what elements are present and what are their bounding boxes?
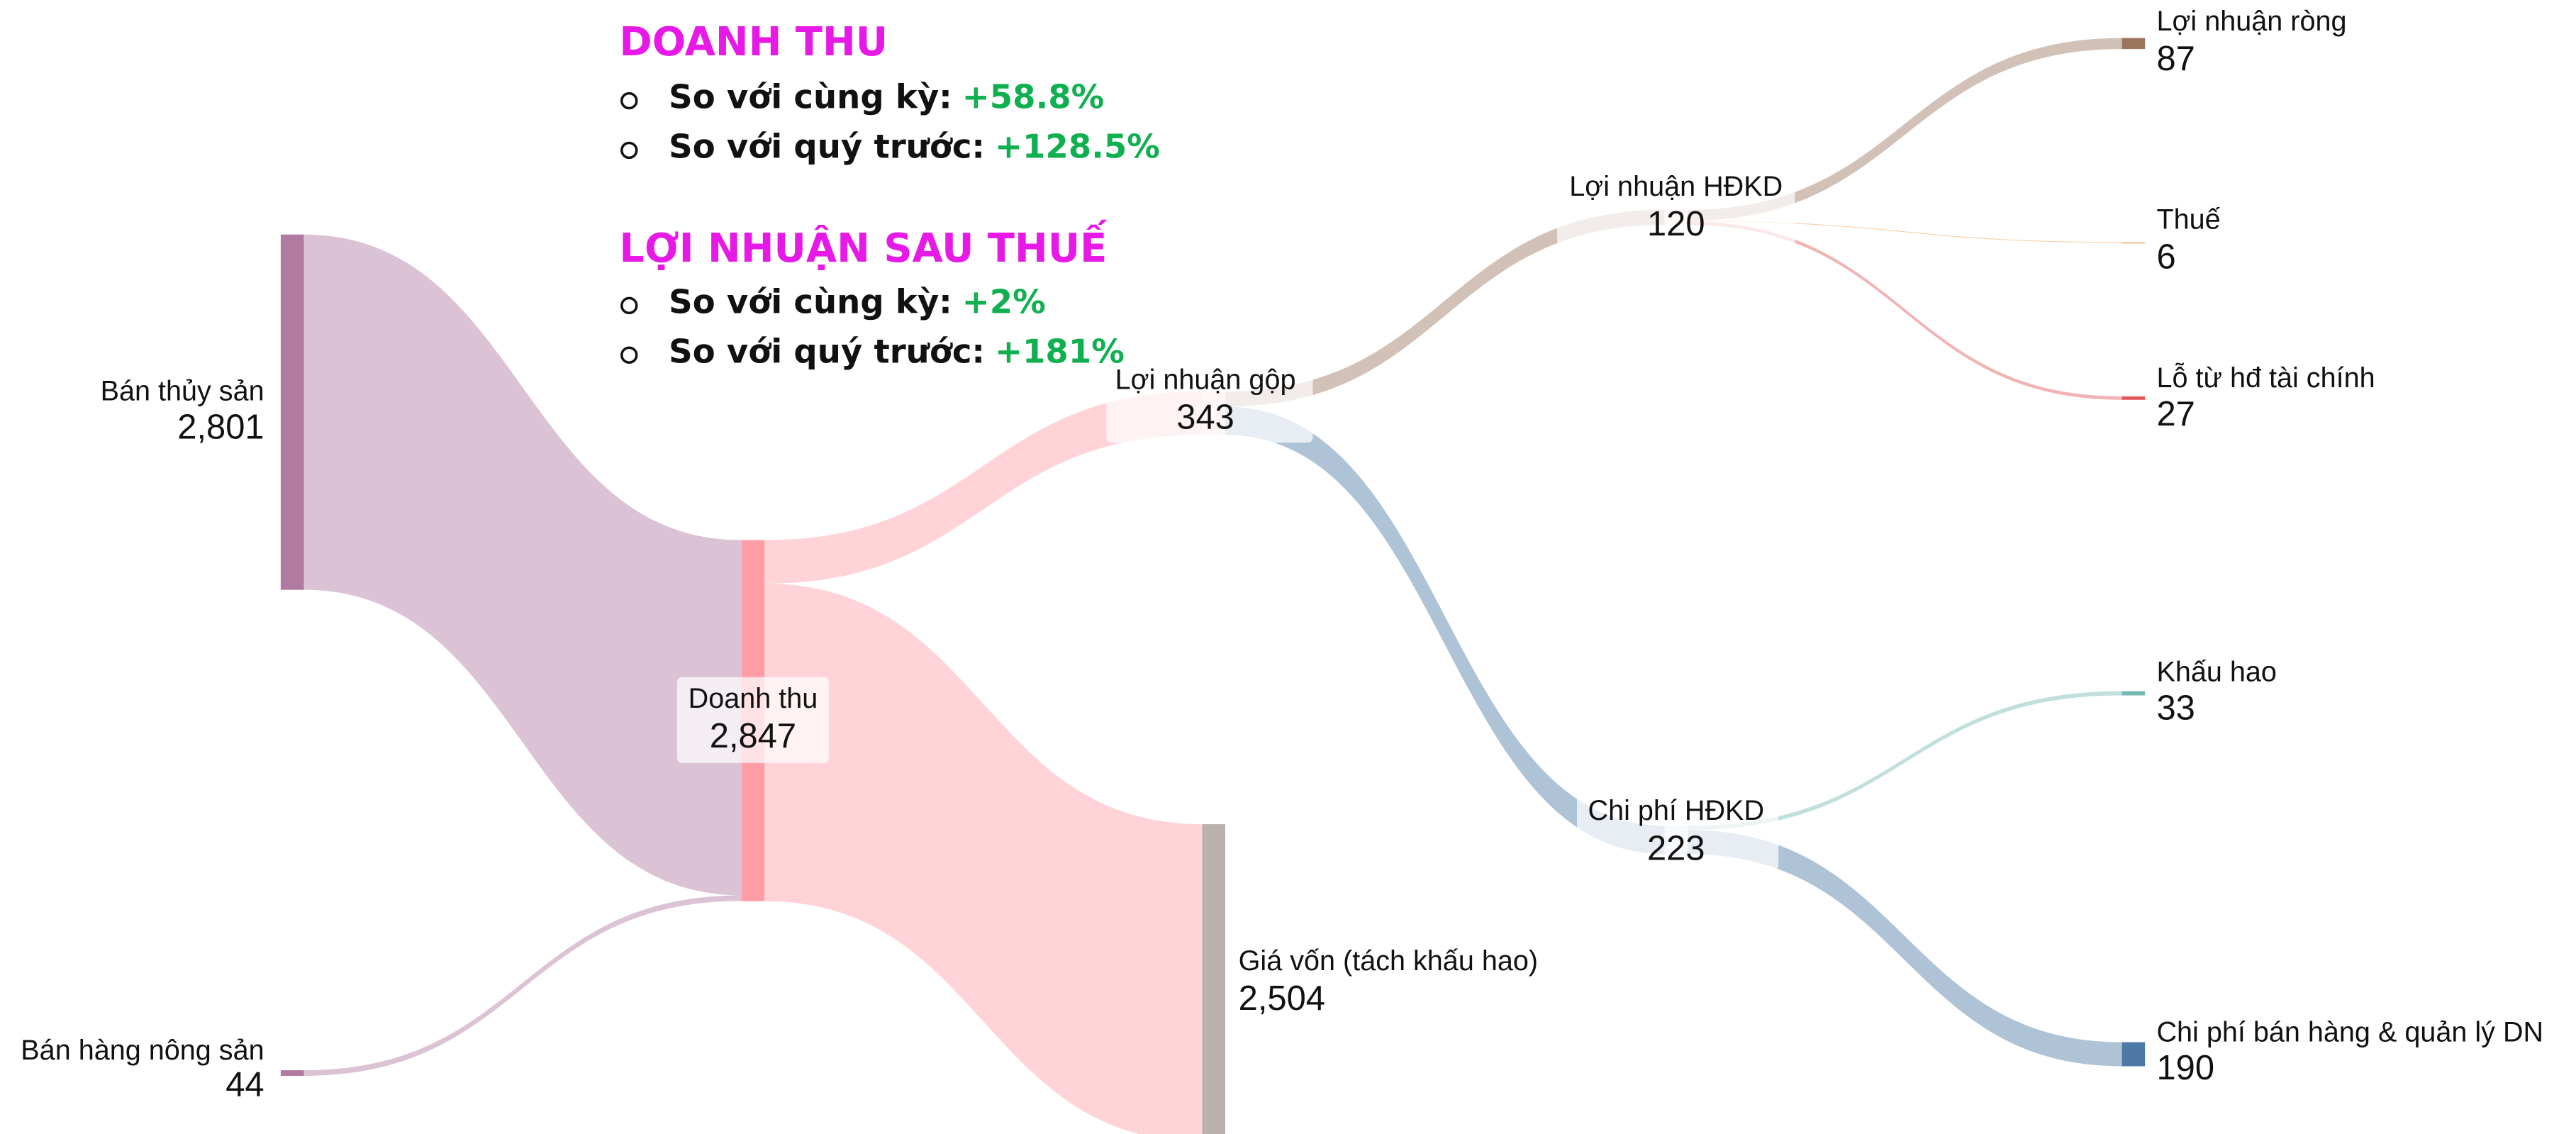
annotation-title: DOANH THU xyxy=(619,19,888,65)
link xyxy=(1688,221,2122,400)
link xyxy=(1688,691,2122,830)
node-name: Khấu hao xyxy=(2156,657,2276,688)
link xyxy=(1225,209,1665,407)
annotation-value: +128.5% xyxy=(995,127,1160,165)
node-name: Doanh thu xyxy=(688,683,818,714)
annotation-label: So với cùng kỳ: xyxy=(669,282,952,321)
node xyxy=(2121,1042,2146,1067)
node-value: 2,801 xyxy=(177,408,264,446)
node-value: 27 xyxy=(2156,395,2195,433)
links xyxy=(303,38,2122,1134)
node-name: Bán thủy sản xyxy=(101,376,264,407)
annotation-item: So với cùng kỳ: +58.8% xyxy=(669,77,1104,116)
node xyxy=(280,1070,304,1076)
annotation-item: So với quý trước: +181% xyxy=(669,332,1125,370)
bullet xyxy=(620,296,638,315)
link xyxy=(1225,406,1665,855)
node xyxy=(1202,824,1226,1134)
node-name: Lợi nhuận HĐKD xyxy=(1569,171,1783,202)
node-value: 223 xyxy=(1647,829,1705,867)
node-value: 33 xyxy=(2156,689,2195,727)
bullet xyxy=(620,346,638,364)
annotation-label: So với cùng kỳ: xyxy=(669,77,952,116)
node-name: Lợi nhuận gộp xyxy=(1115,364,1296,395)
node xyxy=(2121,242,2146,244)
node-value: 343 xyxy=(1176,398,1234,436)
node-value: 190 xyxy=(2156,1049,2214,1087)
annotation-value: +2% xyxy=(962,282,1046,321)
link xyxy=(764,391,1203,584)
node-name: Lỗ từ hđ tài chính xyxy=(2156,362,2375,394)
annotation-item: So với cùng kỳ: +2% xyxy=(669,282,1046,321)
node-value: 120 xyxy=(1647,205,1705,243)
link xyxy=(764,583,1203,1134)
label-background xyxy=(1577,794,1779,871)
node-value: 6 xyxy=(2156,238,2175,277)
node-name: Chi phí bán hàng & quản lý DN xyxy=(2156,1016,2543,1047)
node-value: 87 xyxy=(2156,40,2195,78)
node xyxy=(2121,38,2146,50)
node-value: 2,504 xyxy=(1239,979,1325,1018)
node-name: Bán hàng nông sản xyxy=(21,1035,264,1066)
bullet xyxy=(620,91,638,110)
annotation-label: So với quý trước: xyxy=(669,332,985,370)
node-name: Lợi nhuận ròng xyxy=(2156,6,2346,37)
annotation-value: +181% xyxy=(995,332,1125,370)
node-name: Thuế xyxy=(2156,204,2220,235)
annotation-item: So với quý trước: +128.5% xyxy=(669,127,1160,165)
annotations: DOANH THU So với cùng kỳ: +58.8% So với quý… xyxy=(619,19,1160,370)
link xyxy=(303,895,742,1076)
link xyxy=(1688,830,2122,1067)
node xyxy=(280,234,304,590)
link xyxy=(303,234,742,896)
node-value: 2,847 xyxy=(710,717,796,755)
label-background xyxy=(1557,169,1795,247)
label-background xyxy=(676,677,830,763)
annotation-title: LỢI NHUẬN SAU THUẾ xyxy=(619,220,1108,272)
annotation-label: So với quý trước: xyxy=(669,127,985,165)
node xyxy=(2121,691,2146,696)
node-name: Giá vốn (tách khấu hao) xyxy=(1239,945,1538,977)
bullet xyxy=(620,141,638,160)
label-background xyxy=(1106,367,1313,443)
link xyxy=(1688,221,2122,243)
node xyxy=(2121,396,2146,400)
node-name: Chi phí HĐKD xyxy=(1588,795,1765,826)
link xyxy=(1688,38,2122,221)
annotation-value: +58.8% xyxy=(962,77,1105,116)
node-value: 44 xyxy=(225,1065,264,1104)
